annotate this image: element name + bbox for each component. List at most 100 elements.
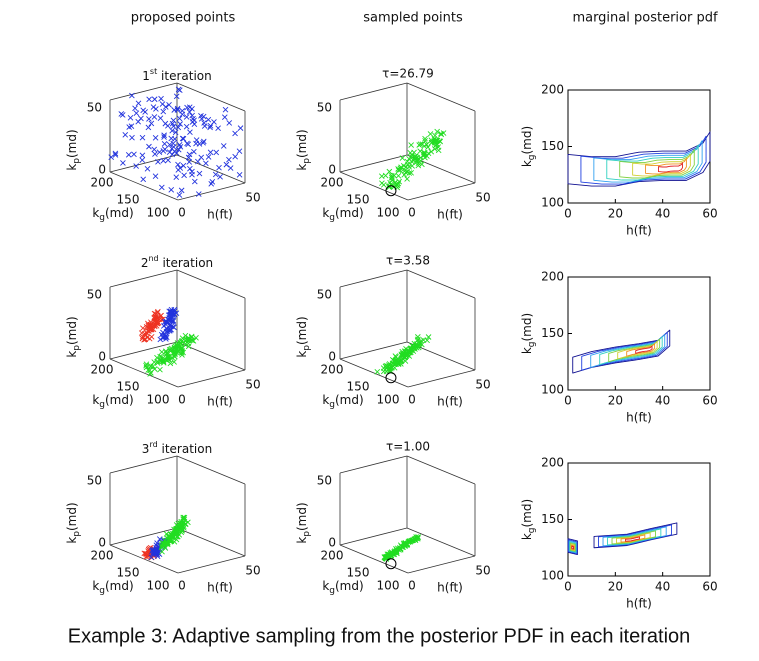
x-tick-label: 0 — [178, 579, 186, 593]
x-axis-label: h(ft) — [437, 395, 463, 409]
point — [146, 96, 152, 103]
point — [196, 170, 203, 177]
point — [172, 528, 179, 535]
point — [399, 356, 406, 362]
axis-label: kg(md) — [92, 206, 133, 223]
point — [175, 520, 182, 527]
text-part: k — [65, 351, 79, 358]
point — [157, 366, 163, 373]
point — [200, 138, 207, 145]
x-tick-label: 0 — [408, 206, 416, 220]
point — [383, 362, 390, 369]
x-axis-label: h(ft) — [626, 597, 652, 611]
contour-line — [620, 534, 646, 543]
contour-line — [617, 341, 658, 360]
point — [178, 187, 185, 194]
point — [174, 533, 181, 540]
y-tick-label: 150 — [347, 193, 370, 207]
box-edge — [109, 171, 179, 201]
box-edge — [176, 154, 246, 184]
point — [395, 166, 401, 172]
point — [201, 123, 208, 129]
z-tick-label: 50 — [87, 101, 102, 115]
y-tick-label: 200 — [91, 549, 114, 563]
y-tick-label: 100 — [377, 579, 400, 593]
point — [164, 326, 171, 332]
point — [185, 343, 192, 350]
point — [163, 531, 170, 537]
text-part: g — [527, 342, 537, 348]
axis-label: kp(md) — [65, 316, 82, 357]
column-header: sampled points — [363, 11, 463, 26]
point — [420, 337, 427, 343]
point — [148, 120, 155, 127]
point — [227, 165, 234, 171]
z-tick-label: 0 — [98, 163, 106, 177]
contour-line — [570, 544, 575, 551]
x-tick-label: 20 — [608, 394, 623, 408]
box-edge — [109, 358, 179, 388]
point — [408, 142, 414, 148]
marker-circle — [385, 185, 397, 197]
point — [212, 171, 219, 178]
text-part: g — [527, 528, 537, 534]
marker-circle — [385, 372, 397, 384]
point — [160, 358, 167, 365]
point — [146, 143, 152, 150]
contour-line — [611, 530, 656, 545]
y-tick-label: 150 — [347, 566, 370, 580]
point — [158, 331, 165, 338]
point — [428, 139, 435, 146]
box-edge — [176, 82, 246, 112]
text-part: p — [302, 531, 312, 537]
text-part: (md) — [295, 502, 309, 531]
axis-label: kg(md) — [92, 579, 133, 596]
text-part: k — [92, 579, 99, 593]
box-edge — [109, 154, 178, 173]
point — [183, 114, 190, 120]
point — [193, 140, 199, 147]
point — [151, 96, 158, 103]
point — [161, 132, 167, 139]
point — [181, 172, 187, 179]
text-part: k — [520, 533, 534, 540]
point — [237, 125, 244, 131]
point — [391, 357, 397, 364]
point — [143, 362, 149, 369]
text-part: 1 — [142, 69, 150, 83]
text-part: st — [150, 67, 157, 76]
point — [150, 363, 156, 370]
y-tick-label: 100 — [541, 569, 564, 583]
point — [151, 359, 158, 365]
text-part: k — [295, 164, 309, 171]
point — [424, 153, 430, 159]
point — [172, 129, 179, 136]
point — [182, 520, 189, 527]
point — [188, 333, 195, 340]
point — [416, 340, 422, 347]
x-axis-label: h(ft) — [626, 411, 652, 425]
row-title: 2nd iteration — [141, 254, 213, 270]
point — [155, 319, 162, 326]
text-part: g — [99, 213, 105, 223]
text-part: (md) — [335, 579, 364, 593]
z-tick-label: 0 — [98, 536, 106, 550]
point — [162, 120, 169, 127]
point — [203, 160, 209, 167]
point — [154, 360, 161, 366]
box-edge — [177, 555, 246, 574]
point — [172, 347, 179, 353]
point — [232, 130, 238, 137]
axis-label: kg(md) — [520, 499, 537, 540]
point — [408, 345, 415, 352]
x-axis-label: h(ft) — [207, 581, 233, 595]
point — [167, 360, 174, 367]
point — [168, 186, 175, 193]
z-tick-label: 50 — [87, 474, 102, 488]
point — [412, 153, 419, 160]
point — [401, 542, 407, 548]
point — [191, 178, 198, 185]
z-tick-label: 50 — [317, 101, 332, 115]
